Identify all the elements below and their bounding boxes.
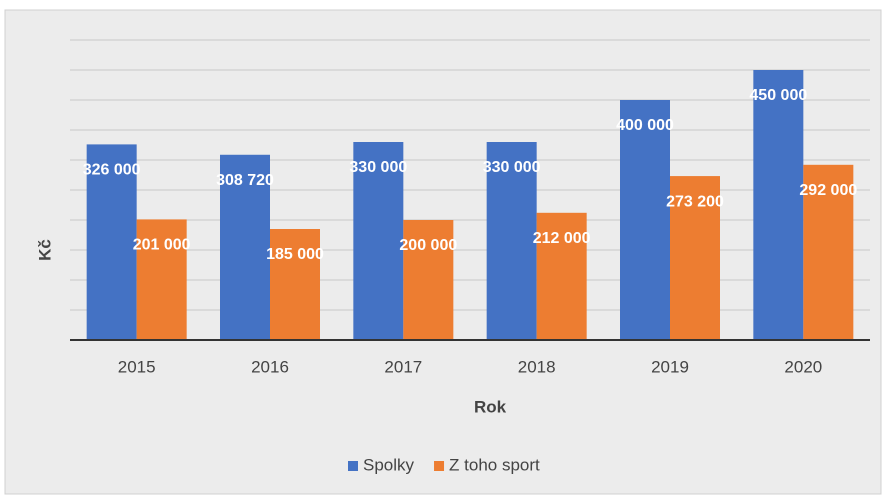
- x-axis-label: Rok: [474, 397, 507, 416]
- data-label: 200 000: [399, 237, 457, 254]
- bar: [270, 229, 320, 340]
- bar: [403, 220, 454, 340]
- data-label: 330 000: [349, 159, 407, 176]
- data-label: 273 200: [666, 193, 724, 210]
- data-label: 330 000: [483, 159, 541, 176]
- legend-label: Spolky: [363, 455, 415, 474]
- data-label: 292 000: [799, 182, 857, 199]
- bar: [670, 176, 720, 340]
- data-label: 308 720: [216, 172, 274, 189]
- data-label: 326 000: [83, 162, 141, 179]
- x-tick-label: 2016: [251, 357, 289, 376]
- x-tick-label: 2018: [518, 357, 556, 376]
- bar: [620, 100, 670, 340]
- bar: [220, 154, 270, 340]
- bar: [803, 164, 854, 340]
- bar: [136, 219, 187, 340]
- bar: [753, 70, 804, 340]
- legend-swatch: [348, 461, 358, 471]
- data-label: 185 000: [266, 246, 324, 263]
- x-tick-label: 2017: [384, 357, 422, 376]
- x-tick-label: 2015: [118, 357, 156, 376]
- bar: [86, 144, 137, 340]
- y-axis-label: Kč: [35, 239, 54, 261]
- data-label: 201 000: [133, 237, 191, 254]
- bar: [536, 212, 587, 340]
- bar: [486, 142, 537, 340]
- legend-label: Z toho sport: [449, 455, 540, 474]
- data-label: 400 000: [616, 117, 674, 134]
- x-tick-label: 2020: [784, 357, 822, 376]
- x-tick-label: 2019: [651, 357, 689, 376]
- data-label: 450 000: [749, 87, 807, 104]
- data-label: 212 000: [533, 230, 591, 247]
- legend-swatch: [434, 461, 445, 471]
- bar: [353, 142, 404, 340]
